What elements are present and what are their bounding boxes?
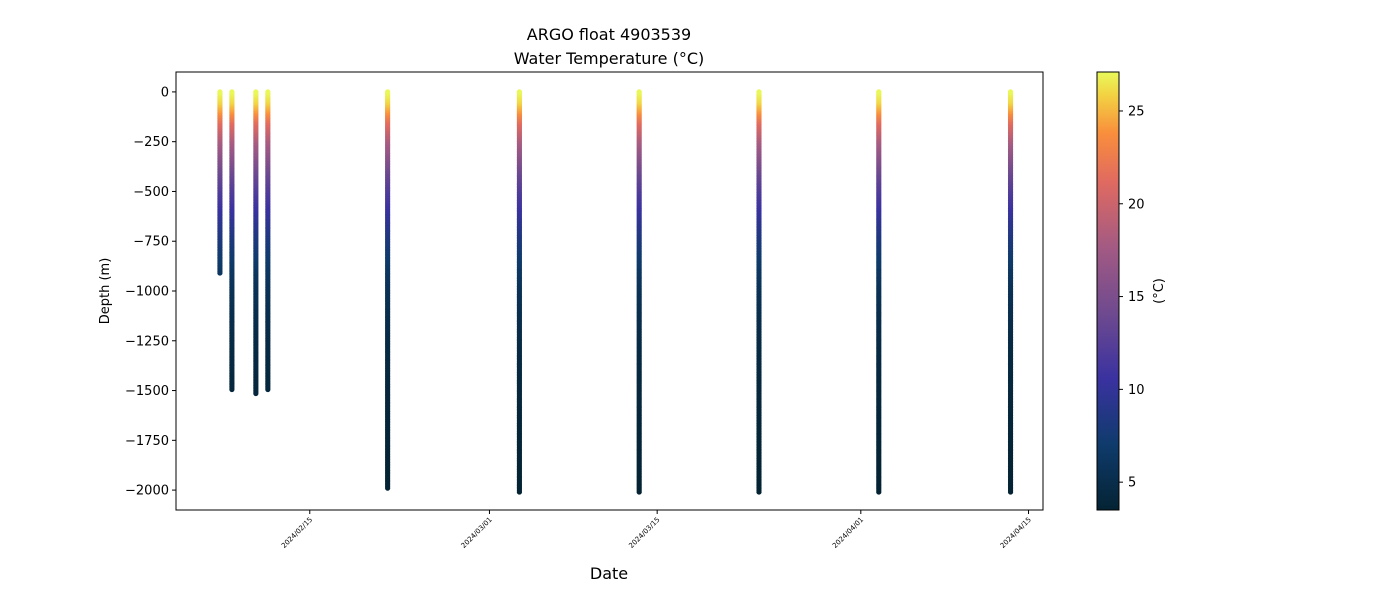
y-axis-label: Depth (m) [98,258,113,325]
profile-2024-04-02 [876,89,882,495]
profile-2024-02-07 [217,89,223,276]
data-point [265,89,271,95]
profile-2024-02-08 [229,89,235,393]
y-tick-label: −1000 [125,285,169,300]
y-tick-label: −1750 [125,434,169,449]
data-point [756,89,762,95]
profile-2024-02-10 [253,89,259,397]
data-point [876,89,882,95]
y-axis: 0 −250 −500 −750 −1000 −1250 −1500 −1750 −2000 [125,85,176,499]
x-tick-label: 2024/02/15 [280,516,314,550]
x-tick-label: 2024/03/01 [460,516,494,550]
colorbar-ticks: 5 10 15 20 25 [1119,104,1145,491]
profile-2024-03-03 [516,89,523,495]
data-point [229,89,235,95]
colorbar [1096,71,1120,511]
profile-2024-02-11 [265,89,271,393]
profile-points [217,89,1014,495]
data-point [253,89,259,95]
data-point [516,89,523,95]
profile-2024-03-13 [636,89,642,495]
x-axis-label: Date [590,564,628,583]
y-tick-label: −750 [133,235,169,250]
x-tick-label: 2024/03/15 [627,516,661,550]
data-point [636,89,642,95]
colorbar-tick-label: 25 [1128,104,1145,119]
plot-frame [175,71,1044,511]
profile-2024-03-23 [756,89,762,495]
data-point [385,89,391,95]
data-point [217,89,223,95]
y-tick-label: 0 [161,85,169,100]
chart-title: ARGO float 4903539 [527,25,691,44]
chart-subtitle: Water Temperature (°C) [514,49,704,68]
profile-2024-04-13 [1007,89,1014,495]
x-tick-label: 2024/04/01 [831,516,865,550]
colorbar-tick-label: 5 [1128,476,1136,491]
x-axis: 2024/02/15 2024/03/01 2024/03/15 2024/04/01… [280,510,1033,550]
y-tick-label: −2000 [125,484,169,499]
profile-2024-02-21 [385,89,391,491]
colorbar-tick-label: 15 [1128,290,1145,305]
y-tick-label: −1500 [125,384,169,399]
x-tick-label: 2024/04/15 [999,516,1033,550]
colorbar-tick-label: 20 [1128,197,1145,212]
y-tick-label: −500 [133,185,169,200]
data-point [1007,89,1014,95]
y-tick-label: −250 [133,135,169,150]
colorbar-label: (°C) [1152,278,1167,304]
colorbar-tick-label: 10 [1128,383,1145,398]
y-tick-label: −1250 [125,334,169,349]
